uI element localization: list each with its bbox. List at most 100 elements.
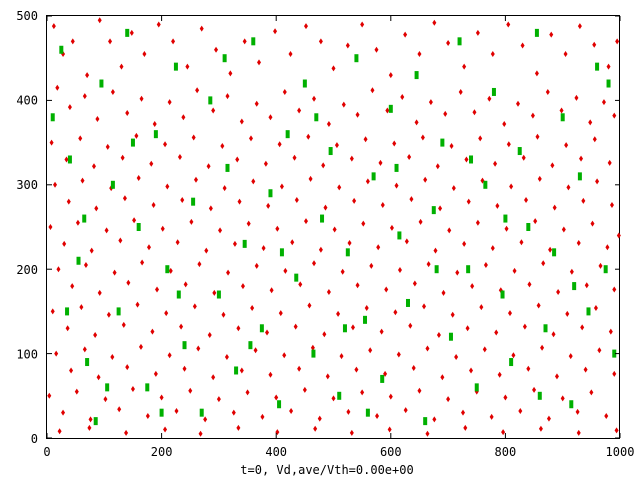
- red-point: [512, 267, 517, 274]
- green-point: [136, 223, 141, 231]
- red-point: [380, 202, 385, 209]
- red-point: [216, 396, 221, 403]
- red-point: [198, 430, 203, 437]
- red-point: [212, 289, 217, 296]
- red-point: [569, 268, 574, 275]
- red-point: [189, 218, 194, 225]
- red-point: [441, 289, 446, 296]
- red-point: [48, 224, 53, 230]
- red-point: [87, 424, 92, 431]
- red-point: [490, 245, 495, 252]
- red-point: [475, 219, 480, 226]
- red-point: [297, 365, 302, 372]
- red-point: [536, 302, 541, 309]
- red-point: [519, 239, 524, 246]
- red-point: [462, 63, 467, 70]
- red-point: [185, 63, 190, 70]
- red-point: [400, 94, 405, 101]
- green-point: [328, 147, 333, 156]
- green-point: [50, 113, 55, 122]
- green-point: [448, 332, 453, 341]
- green-point: [517, 147, 522, 156]
- red-point: [196, 345, 201, 352]
- red-point: [139, 95, 144, 102]
- red-point: [527, 281, 532, 288]
- red-point: [524, 196, 529, 203]
- red-point: [450, 311, 455, 318]
- y-tick-label: 200: [16, 263, 38, 277]
- red-point: [50, 308, 55, 315]
- red-point: [140, 259, 145, 266]
- red-point: [146, 244, 151, 251]
- red-point: [152, 121, 157, 128]
- red-point: [337, 184, 342, 191]
- red-point: [597, 347, 602, 354]
- red-point: [274, 394, 279, 401]
- red-point: [363, 136, 368, 143]
- red-point: [518, 407, 523, 414]
- red-point: [507, 310, 512, 317]
- red-point: [606, 63, 611, 70]
- green-point: [153, 130, 158, 139]
- red-point: [165, 183, 170, 190]
- red-point: [49, 139, 54, 146]
- red-point: [121, 321, 126, 328]
- red-point: [326, 288, 331, 295]
- red-point: [80, 177, 85, 184]
- red-point: [479, 304, 484, 311]
- red-point: [423, 176, 428, 183]
- red-point: [239, 118, 244, 125]
- red-point: [265, 329, 270, 336]
- data-marks: [47, 17, 621, 437]
- x-tick-label: 1000: [606, 445, 635, 459]
- red-point: [245, 389, 250, 396]
- green-point: [534, 28, 539, 37]
- red-point: [590, 220, 595, 227]
- red-point: [449, 142, 454, 149]
- red-point: [167, 99, 172, 106]
- green-point: [543, 324, 548, 333]
- red-point: [360, 389, 365, 396]
- red-point: [153, 370, 158, 377]
- red-point: [204, 247, 209, 254]
- red-point: [181, 114, 186, 121]
- y-tick-label: 0: [31, 432, 38, 446]
- red-point: [584, 282, 589, 289]
- green-point: [466, 265, 471, 274]
- red-point: [433, 247, 438, 254]
- red-point: [577, 23, 582, 30]
- red-point: [403, 31, 408, 38]
- green-point: [93, 417, 98, 426]
- red-point: [97, 289, 102, 296]
- red-point: [261, 245, 266, 252]
- red-point: [360, 21, 365, 28]
- red-point: [288, 50, 293, 57]
- green-point: [216, 290, 221, 299]
- red-point: [454, 353, 459, 360]
- green-point: [342, 324, 347, 333]
- red-point: [174, 407, 179, 414]
- red-point: [408, 322, 413, 329]
- green-point: [363, 315, 368, 324]
- green-point: [176, 290, 181, 299]
- green-point: [434, 265, 439, 274]
- red-point: [592, 136, 597, 143]
- red-point: [509, 183, 514, 190]
- red-point: [465, 325, 470, 332]
- red-point: [125, 110, 130, 117]
- red-point: [55, 84, 60, 91]
- green-point: [76, 256, 81, 265]
- red-point: [345, 42, 350, 49]
- red-point: [47, 392, 52, 399]
- red-point: [458, 88, 463, 95]
- red-point: [195, 87, 200, 94]
- red-point: [501, 429, 506, 436]
- green-point: [82, 214, 87, 223]
- green-point: [537, 391, 542, 400]
- green-point: [380, 374, 385, 383]
- red-point: [70, 283, 75, 290]
- red-point: [69, 367, 74, 374]
- red-point: [607, 159, 612, 166]
- red-point: [62, 240, 67, 247]
